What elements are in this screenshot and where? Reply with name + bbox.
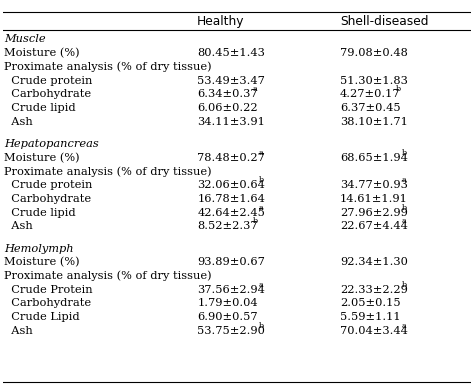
Text: 1.79±0.04: 1.79±0.04 bbox=[197, 298, 258, 309]
Text: 93.89±0.67: 93.89±0.67 bbox=[197, 257, 265, 267]
Text: 5.59±1.11: 5.59±1.11 bbox=[340, 312, 401, 322]
Text: 6.06±0.22: 6.06±0.22 bbox=[197, 103, 258, 113]
Text: Hepatopancreas: Hepatopancreas bbox=[4, 139, 99, 149]
Text: 6.37±0.45: 6.37±0.45 bbox=[340, 103, 401, 113]
Text: Moisture (%): Moisture (%) bbox=[4, 257, 79, 267]
Text: 79.08±0.48: 79.08±0.48 bbox=[340, 48, 408, 58]
Text: 16.78±1.64: 16.78±1.64 bbox=[197, 194, 265, 204]
Text: Crude Protein: Crude Protein bbox=[4, 285, 92, 295]
Text: 38.10±1.71: 38.10±1.71 bbox=[340, 117, 408, 127]
Text: 6.90±0.57: 6.90±0.57 bbox=[197, 312, 258, 322]
Text: Healthy: Healthy bbox=[197, 15, 245, 28]
Text: b: b bbox=[396, 85, 401, 93]
Text: Crude Lipid: Crude Lipid bbox=[4, 312, 79, 322]
Text: a: a bbox=[253, 85, 258, 93]
Text: 2.05±0.15: 2.05±0.15 bbox=[340, 298, 401, 309]
Text: 53.75±2.90: 53.75±2.90 bbox=[197, 326, 265, 336]
Text: Carbohydrate: Carbohydrate bbox=[4, 89, 91, 99]
Text: a: a bbox=[259, 203, 264, 212]
Text: 4.27±0.17: 4.27±0.17 bbox=[340, 89, 401, 99]
Text: b: b bbox=[259, 322, 264, 330]
Text: Crude lipid: Crude lipid bbox=[4, 103, 75, 113]
Text: Proximate analysis (% of dry tissue): Proximate analysis (% of dry tissue) bbox=[4, 62, 211, 72]
Text: 92.34±1.30: 92.34±1.30 bbox=[340, 257, 408, 267]
Text: 80.45±1.43: 80.45±1.43 bbox=[197, 48, 265, 58]
Text: 53.49±3.47: 53.49±3.47 bbox=[197, 76, 265, 85]
Text: 14.61±1.91: 14.61±1.91 bbox=[340, 194, 408, 204]
Text: Ash: Ash bbox=[4, 221, 32, 231]
Text: b: b bbox=[253, 217, 258, 225]
Text: 37.56±2.94: 37.56±2.94 bbox=[197, 285, 265, 295]
Text: 78.48±0.27: 78.48±0.27 bbox=[197, 153, 265, 163]
Text: Carbohydrate: Carbohydrate bbox=[4, 194, 91, 204]
Text: a: a bbox=[402, 176, 407, 184]
Text: a: a bbox=[259, 149, 264, 157]
Text: Proximate analysis (% of dry tissue): Proximate analysis (% of dry tissue) bbox=[4, 166, 211, 177]
Text: 27.96±2.99: 27.96±2.99 bbox=[340, 208, 408, 218]
Text: a: a bbox=[259, 281, 264, 289]
Text: 22.33±2.29: 22.33±2.29 bbox=[340, 285, 408, 295]
Text: Hemolymph: Hemolymph bbox=[4, 243, 73, 254]
Text: 51.30±1.83: 51.30±1.83 bbox=[340, 76, 408, 85]
Text: b: b bbox=[402, 203, 407, 212]
Text: Moisture (%): Moisture (%) bbox=[4, 152, 79, 163]
Text: b: b bbox=[259, 176, 264, 184]
Text: 22.67±4.44: 22.67±4.44 bbox=[340, 221, 408, 231]
Text: a: a bbox=[402, 322, 407, 330]
Text: 70.04±3.44: 70.04±3.44 bbox=[340, 326, 408, 336]
Text: Muscle: Muscle bbox=[4, 34, 46, 44]
Text: b: b bbox=[402, 281, 407, 289]
Text: b: b bbox=[402, 149, 407, 157]
Text: Crude lipid: Crude lipid bbox=[4, 208, 75, 218]
Text: 68.65±1.94: 68.65±1.94 bbox=[340, 153, 408, 163]
Text: 42.64±2.45: 42.64±2.45 bbox=[197, 208, 265, 218]
Text: Crude protein: Crude protein bbox=[4, 76, 92, 85]
Text: Ash: Ash bbox=[4, 326, 32, 336]
Text: Ash: Ash bbox=[4, 117, 32, 127]
Text: 32.06±0.64: 32.06±0.64 bbox=[197, 180, 265, 190]
Text: 8.52±2.37: 8.52±2.37 bbox=[197, 221, 258, 231]
Text: Moisture (%): Moisture (%) bbox=[4, 48, 79, 58]
Text: 6.34±0.37: 6.34±0.37 bbox=[197, 89, 258, 99]
Text: Carbohydrate: Carbohydrate bbox=[4, 298, 91, 309]
Text: Shell-diseased: Shell-diseased bbox=[340, 15, 428, 28]
Text: Proximate analysis (% of dry tissue): Proximate analysis (% of dry tissue) bbox=[4, 271, 211, 281]
Text: a: a bbox=[402, 217, 407, 225]
Text: Crude protein: Crude protein bbox=[4, 180, 92, 190]
Text: 34.77±0.93: 34.77±0.93 bbox=[340, 180, 408, 190]
Text: 34.11±3.91: 34.11±3.91 bbox=[197, 117, 265, 127]
